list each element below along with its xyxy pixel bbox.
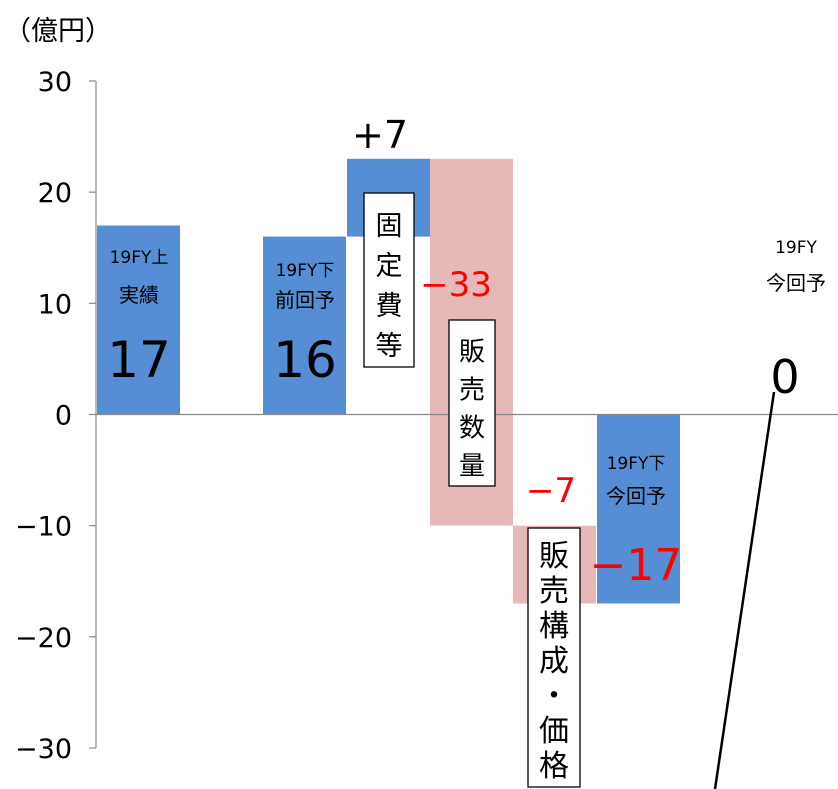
y-tick-label: −10	[15, 512, 72, 543]
bar-7-category-line: 19FY	[775, 238, 817, 258]
bar-5-category-char: ・	[539, 679, 569, 714]
bar-6-category-line: 今回予	[606, 484, 666, 508]
bar-3-value-label: +7	[352, 113, 408, 157]
bar-5-category-char: 売	[539, 574, 569, 609]
bar-6-value-label: −17	[590, 540, 683, 591]
y-tick-label: −20	[15, 623, 72, 654]
bar-4-category-box	[448, 319, 496, 487]
bar-3-category-char: 費	[376, 291, 403, 322]
bar-2-category-line: 前回予	[275, 288, 335, 312]
bar-6-category-line: 19FY下	[607, 454, 666, 474]
bar-3-category-box	[363, 192, 415, 368]
bar-4-category-char: 売	[459, 375, 485, 405]
bar-5-category-char: 販	[539, 539, 569, 574]
bar-4-category-char: 数	[459, 413, 485, 443]
bar-2-value-label: 16	[273, 331, 337, 389]
bar-1-category-line: 19FY上	[110, 248, 169, 268]
bar-4-category-char: 量	[459, 451, 485, 481]
bar-5-category-char: 格	[539, 749, 569, 784]
bar-7-category-line: 今回予	[766, 271, 826, 295]
bar-6	[597, 414, 680, 604]
y-tick-label: 20	[38, 178, 72, 209]
bar-2-category-line: 19FY下	[276, 261, 335, 281]
bar-3-category-char: 定	[376, 251, 403, 282]
y-tick-label: 10	[38, 289, 72, 320]
bar-4-value-label: −33	[420, 265, 492, 305]
axis-layer: 30 20 10 0 −10 −20 −30	[15, 67, 838, 765]
unit-label: （億円）	[4, 16, 112, 47]
bar-5-value-label: −7	[526, 471, 576, 511]
bar-3-category-char: 等	[376, 331, 403, 362]
bar-7-value-label: 0	[770, 350, 799, 404]
bar-5-category-box	[527, 527, 581, 788]
y-tick-label: −30	[15, 734, 72, 765]
bar-2	[263, 236, 346, 415]
bar-1-category-line: 実績	[119, 283, 159, 307]
bar-5-category-char: 成	[539, 644, 569, 679]
y-tick-label: 0	[55, 401, 72, 432]
labels-layer: 19FY上実績1719FY下前回予16+7固定費等−33販売数量−7販売構成・価…	[107, 113, 826, 789]
bar-3-category-char: 固	[376, 211, 403, 242]
bar-4-category-char: 販	[459, 337, 485, 367]
bar-1	[97, 225, 180, 415]
bar-1-value-label: 17	[107, 331, 171, 389]
bar-5-category-char: 価	[539, 714, 569, 749]
y-tick-label: 30	[38, 67, 72, 98]
bar-5-category-char: 構	[539, 609, 569, 644]
bar-7-leader-line	[713, 391, 776, 789]
